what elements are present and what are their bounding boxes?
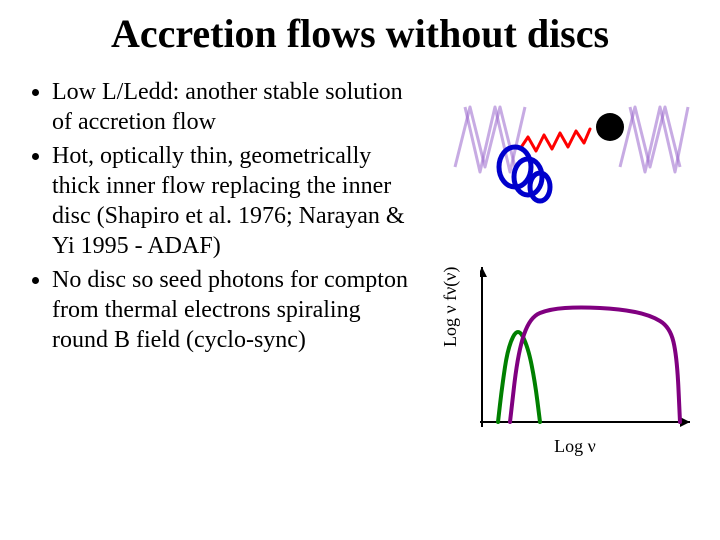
y-axis-label: Log ν fν(ν) <box>440 267 461 347</box>
bullet-item: Low L/Ledd: another stable solution of a… <box>52 77 420 137</box>
slide-title: Accretion flows without discs <box>0 0 720 57</box>
spectrum-chart: Log ν fν(ν) Log ν <box>450 257 700 457</box>
content-area: Low L/Ledd: another stable solution of a… <box>0 57 720 359</box>
accretion-diagram <box>450 77 690 227</box>
bullet-item: Hot, optically thin, geometrically thick… <box>52 141 420 261</box>
x-axis-label: Log ν <box>450 436 700 457</box>
figure-panel: Log ν fν(ν) Log ν <box>420 77 700 359</box>
bullet-item: No disc so seed photons for compton from… <box>52 265 420 355</box>
bullet-list: Low L/Ledd: another stable solution of a… <box>30 77 420 359</box>
